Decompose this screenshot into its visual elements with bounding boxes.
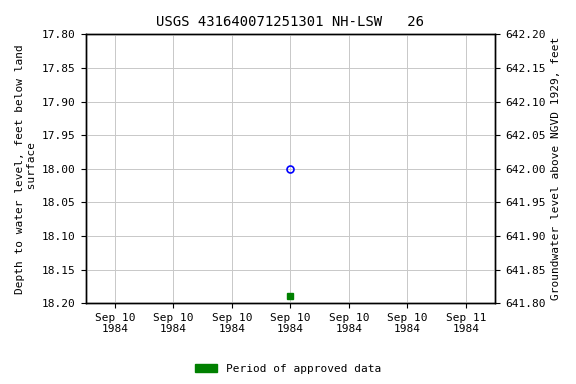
Legend: Period of approved data: Period of approved data [191,359,385,379]
Y-axis label: Groundwater level above NGVD 1929, feet: Groundwater level above NGVD 1929, feet [551,37,561,300]
Y-axis label: Depth to water level, feet below land
 surface: Depth to water level, feet below land su… [15,44,37,294]
Title: USGS 431640071251301 NH-LSW   26: USGS 431640071251301 NH-LSW 26 [157,15,425,29]
